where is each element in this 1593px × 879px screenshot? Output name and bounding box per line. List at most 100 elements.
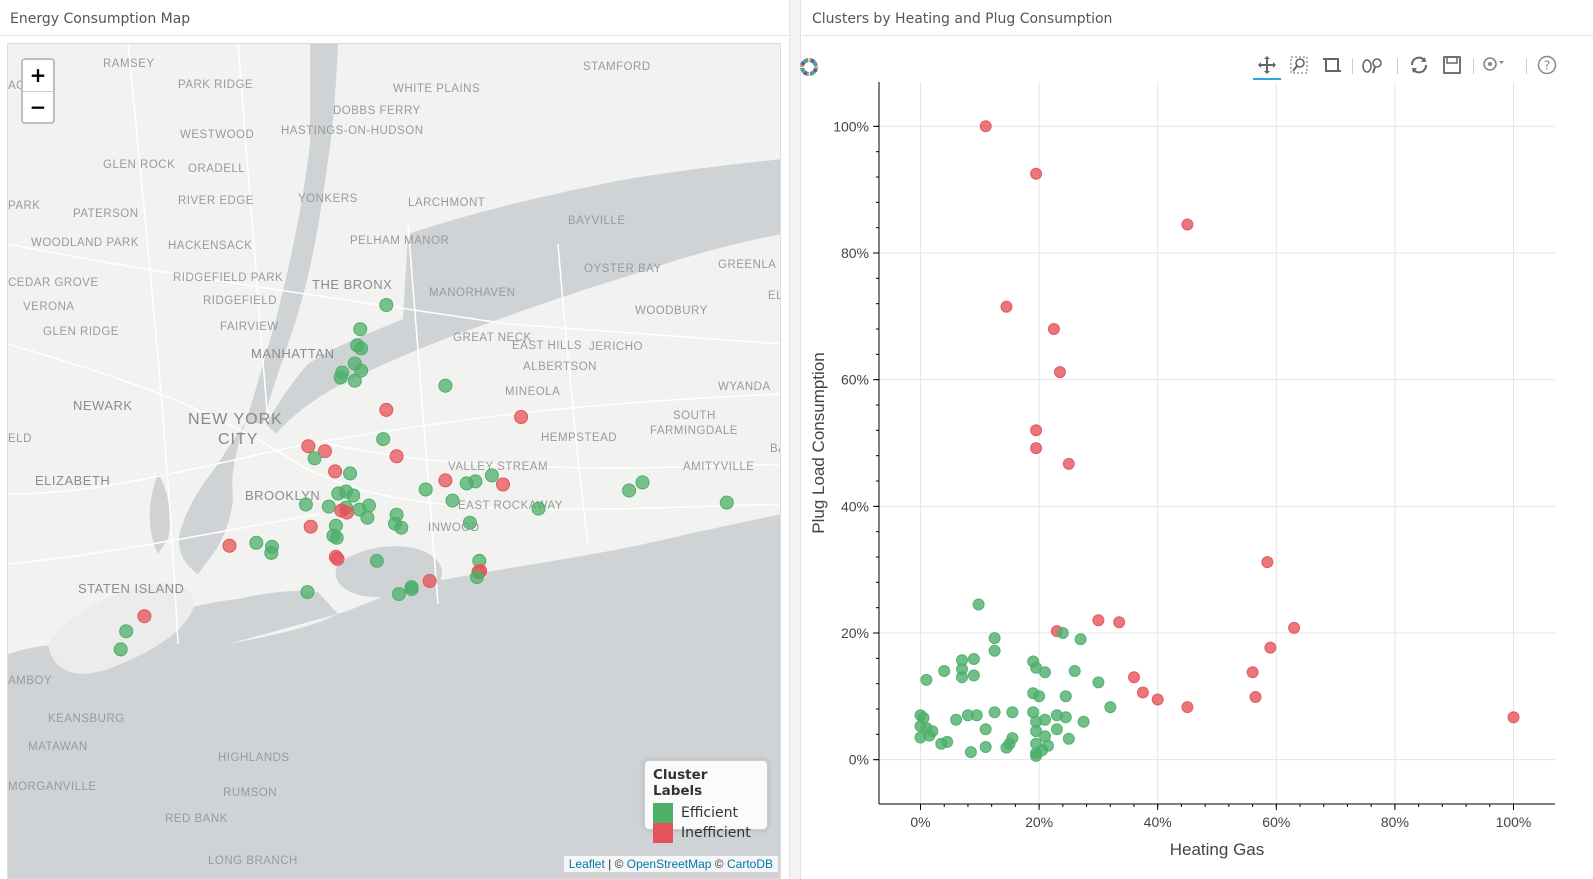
map-marker-efficient[interactable] — [298, 497, 313, 512]
scatter-point-inefficient[interactable] — [1288, 621, 1301, 634]
map-marker-efficient[interactable] — [445, 493, 460, 508]
scatter-point-inefficient[interactable] — [1092, 614, 1105, 627]
scatter-point-efficient[interactable] — [1059, 690, 1072, 703]
map-marker-inefficient[interactable] — [301, 439, 316, 454]
map-marker-inefficient[interactable] — [379, 402, 394, 417]
scatter-point-efficient[interactable] — [1033, 690, 1046, 703]
scatter-point-efficient[interactable] — [1050, 723, 1063, 736]
help-tool-icon[interactable]: ? — [1533, 52, 1561, 78]
scatter-point-efficient[interactable] — [970, 709, 983, 722]
map-marker-inefficient[interactable] — [422, 574, 437, 588]
map-marker-efficient[interactable] — [418, 482, 433, 497]
map-marker-inefficient[interactable] — [496, 477, 510, 492]
scatter-point-inefficient[interactable] — [1047, 323, 1060, 335]
scatter-point-efficient[interactable] — [964, 746, 977, 759]
scatter-point-inefficient[interactable] — [1249, 691, 1262, 703]
scatter-point-efficient[interactable] — [1056, 627, 1069, 639]
map-marker-efficient[interactable] — [249, 535, 264, 550]
scatter-point-inefficient[interactable] — [1507, 711, 1520, 724]
map-marker-inefficient[interactable] — [330, 551, 345, 566]
map-marker-efficient[interactable] — [484, 468, 499, 483]
hover-tool-icon[interactable] — [1479, 52, 1507, 78]
map-marker-efficient[interactable] — [113, 642, 128, 657]
map-marker-efficient[interactable] — [354, 363, 369, 378]
map-marker-efficient[interactable] — [635, 475, 650, 490]
map-marker-efficient[interactable] — [329, 530, 344, 545]
scatter-point-inefficient[interactable] — [1264, 641, 1277, 654]
map-markers[interactable] — [113, 298, 734, 657]
scatter-point-efficient[interactable] — [1006, 706, 1019, 719]
map-marker-inefficient[interactable] — [438, 473, 453, 488]
scatter-point-inefficient[interactable] — [1151, 693, 1164, 706]
scatter-point-efficient[interactable] — [967, 653, 980, 665]
zoom-out-button[interactable]: − — [29, 95, 47, 119]
map-marker-efficient[interactable] — [376, 432, 391, 447]
scatter-point-inefficient[interactable] — [1181, 218, 1194, 231]
map-marker-efficient[interactable] — [331, 486, 346, 501]
scatter-point-inefficient[interactable] — [1030, 442, 1043, 455]
scatter-point-efficient[interactable] — [1059, 711, 1072, 724]
scatter-point-efficient[interactable] — [1062, 732, 1075, 745]
map-marker-efficient[interactable] — [622, 483, 637, 498]
scatter-point-inefficient[interactable] — [1246, 666, 1259, 679]
map-marker-inefficient[interactable] — [317, 444, 332, 459]
map-marker-efficient[interactable] — [404, 582, 419, 597]
scatter-point-inefficient[interactable] — [1261, 556, 1274, 569]
scatter-point-efficient[interactable] — [1104, 701, 1117, 714]
scatter-point-efficient[interactable] — [979, 741, 992, 753]
leaflet-link[interactable]: Leaflet — [568, 857, 605, 871]
scatter-point-efficient[interactable] — [988, 706, 1001, 719]
map-marker-efficient[interactable] — [462, 515, 477, 530]
map-marker-efficient[interactable] — [307, 451, 322, 466]
scatter-point-efficient[interactable] — [972, 598, 985, 611]
map-marker-efficient[interactable] — [354, 341, 369, 356]
scatter-point-efficient[interactable] — [1030, 725, 1043, 738]
scatter-point-efficient[interactable] — [938, 665, 951, 677]
energy-consumption-map[interactable]: RAMSEY STAMFORD PARK RIDGE WHITE PLAINS DOBB… — [7, 43, 781, 879]
scatter-point-efficient[interactable] — [979, 723, 992, 736]
cartodb-link[interactable]: CartoDB — [726, 857, 773, 871]
scatter-point-efficient[interactable] — [1039, 666, 1051, 679]
map-marker-efficient[interactable] — [719, 495, 734, 510]
scatter-point-efficient[interactable] — [956, 671, 968, 684]
scatter-point-efficient[interactable] — [1074, 633, 1087, 646]
scatter-point-inefficient[interactable] — [1113, 616, 1126, 629]
scatter-point-inefficient[interactable] — [1062, 457, 1075, 470]
map-marker-efficient[interactable] — [531, 501, 546, 516]
panel-divider[interactable] — [789, 0, 801, 879]
scatter-point-inefficient[interactable] — [979, 120, 992, 133]
box-zoom-tool-icon[interactable] — [1285, 52, 1313, 78]
scatter-point-efficient[interactable] — [1077, 715, 1090, 728]
scatter-point-efficient[interactable] — [1000, 741, 1013, 754]
map-marker-efficient[interactable] — [379, 298, 394, 312]
map-marker-inefficient[interactable] — [339, 505, 354, 520]
scatter-point-efficient[interactable] — [988, 644, 1001, 657]
map-marker-efficient[interactable] — [346, 488, 361, 503]
scatter-point-inefficient[interactable] — [1053, 366, 1066, 379]
scatter-point-inefficient[interactable] — [1128, 671, 1140, 684]
map-marker-efficient[interactable] — [119, 624, 134, 639]
map-marker-inefficient[interactable] — [328, 464, 343, 479]
map-marker-efficient[interactable] — [391, 587, 406, 602]
scatter-point-inefficient[interactable] — [1181, 701, 1194, 714]
scatter-point-efficient[interactable] — [1068, 665, 1081, 677]
map-marker-efficient[interactable] — [459, 476, 474, 491]
map-marker-efficient[interactable] — [333, 370, 348, 385]
map-marker-efficient[interactable] — [321, 499, 336, 514]
map-marker-efficient[interactable] — [347, 373, 362, 388]
scatter-point-inefficient[interactable] — [1136, 686, 1149, 699]
box-select-tool-icon[interactable] — [1318, 52, 1346, 78]
save-tool-icon[interactable] — [1438, 52, 1466, 78]
map-marker-inefficient[interactable] — [303, 519, 318, 534]
scatter-point-efficient[interactable] — [1030, 749, 1043, 762]
map-marker-efficient[interactable] — [343, 466, 358, 481]
map-marker-efficient[interactable] — [353, 322, 368, 337]
map-marker-inefficient[interactable] — [514, 410, 529, 424]
scatter-point-inefficient[interactable] — [1000, 300, 1013, 313]
scatter-point-efficient[interactable] — [988, 632, 1001, 645]
scatter-point-efficient[interactable] — [920, 673, 933, 686]
scatter-point-efficient[interactable] — [950, 713, 963, 726]
pan-tool-icon[interactable] — [1253, 52, 1281, 80]
map-marker-inefficient[interactable] — [389, 449, 404, 464]
bokeh-logo-icon[interactable] — [798, 56, 820, 78]
